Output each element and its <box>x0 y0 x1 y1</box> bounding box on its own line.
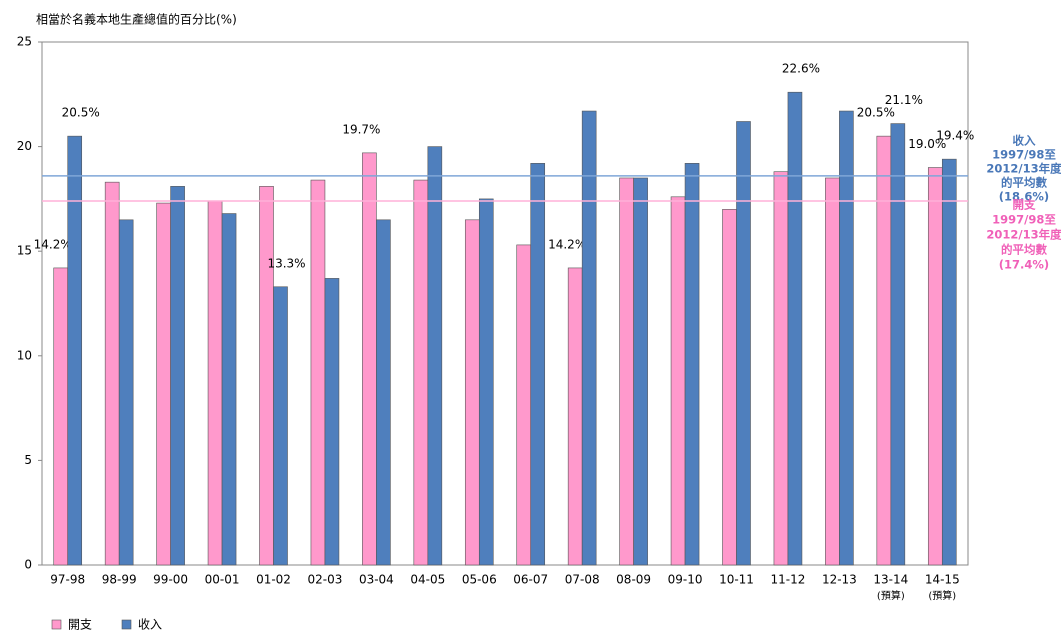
bar <box>684 163 700 566</box>
x-tick-label: 01-02 <box>256 573 291 587</box>
x-tick-label: 10-11 <box>719 573 754 587</box>
x-tick-label: 13-14 <box>873 573 908 587</box>
bar <box>619 177 634 566</box>
bar <box>221 213 237 566</box>
x-tick-label: 02-03 <box>308 573 343 587</box>
bar <box>464 219 480 566</box>
x-tick-sublabel: (預算) <box>928 589 956 602</box>
average-note: 開支 <box>1013 198 1036 212</box>
average-note: (18.6%) <box>999 190 1049 204</box>
value-label: 14.2% <box>34 237 72 251</box>
average-note: 1997/98至 <box>992 148 1056 162</box>
bar <box>530 163 546 566</box>
bar <box>633 177 648 566</box>
legend-swatch <box>121 619 132 630</box>
average-note: 收入 <box>1013 134 1036 148</box>
legend-swatch <box>51 619 62 630</box>
x-tick-sublabel: (預算) <box>877 589 905 602</box>
bar <box>787 91 803 566</box>
x-tick-label: 98-99 <box>102 573 137 587</box>
bar <box>478 198 494 566</box>
bar <box>516 244 532 566</box>
y-tick-label: 25 <box>17 35 32 49</box>
x-tick-label: 03-04 <box>359 573 394 587</box>
bar <box>170 186 185 566</box>
x-tick-label: 14-15 <box>925 573 960 587</box>
bar <box>427 146 443 566</box>
bar <box>118 219 134 566</box>
bar <box>736 121 751 566</box>
value-label: 13.3% <box>267 256 305 270</box>
y-tick-label: 0 <box>24 558 32 572</box>
bar <box>567 267 583 566</box>
x-tick-label: 09-10 <box>668 573 703 587</box>
bar <box>310 179 326 566</box>
average-note: 的平均數 <box>1001 176 1047 190</box>
bar <box>207 200 223 566</box>
bar <box>413 179 429 566</box>
value-label: 19.4% <box>936 129 974 143</box>
value-label: 21.1% <box>885 93 923 107</box>
bar <box>890 123 906 566</box>
average-note: 1997/98至 <box>992 213 1056 227</box>
average-note: (17.4%) <box>999 258 1049 272</box>
value-label: 22.6% <box>782 62 820 76</box>
average-note: 2012/13年度 <box>986 162 1061 176</box>
plot-frame <box>41 41 969 566</box>
bar <box>324 278 340 566</box>
bar <box>825 177 840 566</box>
bar <box>773 171 789 566</box>
x-tick-label: 12-13 <box>822 573 857 587</box>
bar <box>156 202 171 566</box>
bar <box>53 267 69 566</box>
value-label: 20.5% <box>62 106 100 120</box>
legend-label: 開支 <box>68 618 92 632</box>
value-label: 14.2% <box>548 237 586 251</box>
bar <box>376 219 391 566</box>
value-label: 19.7% <box>342 122 380 136</box>
bar <box>67 135 83 566</box>
x-tick-label: 00-01 <box>205 573 240 587</box>
bar <box>273 286 288 566</box>
y-tick-label: 15 <box>17 244 32 258</box>
bar <box>362 152 377 566</box>
bar <box>581 110 597 566</box>
x-tick-label: 99-00 <box>153 573 188 587</box>
y-tick-label: 10 <box>17 348 32 362</box>
value-label: 20.5% <box>857 106 895 120</box>
x-tick-label: 07-08 <box>565 573 600 587</box>
bar <box>670 196 686 566</box>
value-label: 19.0% <box>908 137 946 151</box>
chart-title: 相當於名義本地生產總值的百分比(%) <box>36 12 237 27</box>
average-note: 2012/13年度 <box>986 228 1061 242</box>
x-tick-label: 97-98 <box>50 573 85 587</box>
x-tick-label: 04-05 <box>410 573 445 587</box>
average-note: 的平均數 <box>1001 243 1047 257</box>
bar <box>839 110 854 566</box>
x-tick-label: 05-06 <box>462 573 497 587</box>
bar <box>941 158 957 566</box>
legend-label: 收入 <box>138 618 162 632</box>
bar <box>104 181 120 566</box>
x-tick-label: 11-12 <box>771 573 806 587</box>
bar <box>722 209 737 566</box>
bar <box>927 167 943 566</box>
x-tick-label: 08-09 <box>616 573 651 587</box>
x-tick-label: 06-07 <box>513 573 548 587</box>
bar <box>259 186 274 566</box>
y-tick-label: 5 <box>24 453 32 467</box>
y-tick-label: 20 <box>17 139 32 153</box>
